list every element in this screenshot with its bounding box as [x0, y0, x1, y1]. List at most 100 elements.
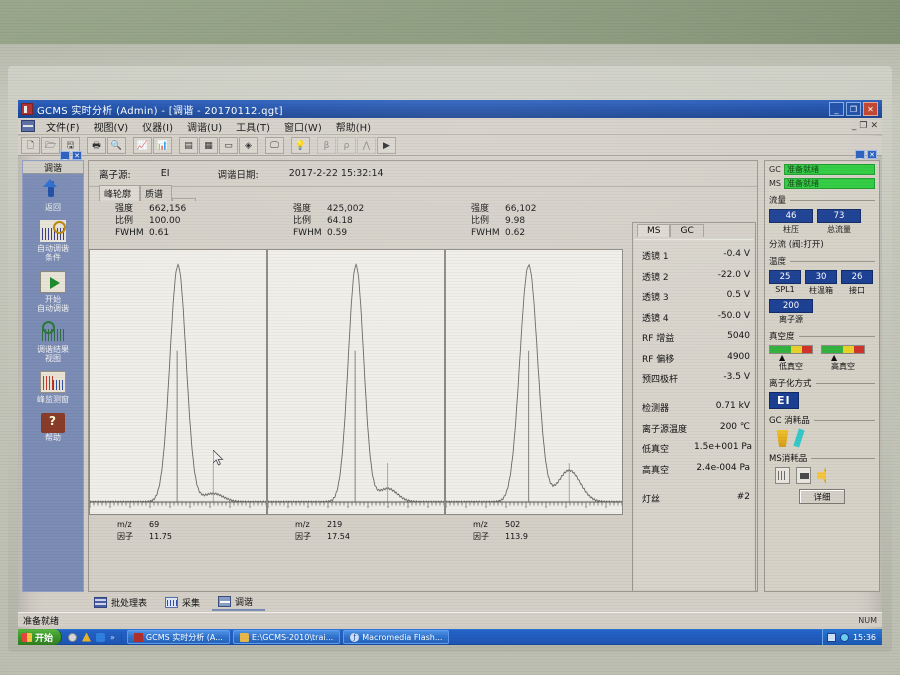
chromatogram-icon[interactable]: 📈	[133, 137, 152, 154]
gc-status-row: GC 准备就绪	[769, 164, 875, 175]
profile-tabstrip: 峰轮廓 质谱	[89, 185, 757, 201]
menu-item-help[interactable]: 帮助(H)	[335, 122, 372, 134]
vial-icon[interactable]	[776, 430, 789, 447]
param-value: 4900	[727, 351, 750, 362]
ie-icon[interactable]	[68, 632, 78, 642]
field-label: 总流量	[827, 225, 851, 234]
stat-key: FWHM	[115, 228, 144, 238]
tune-header: 离子源: EI 调谐日期: 2017-2-22 15:32:14	[89, 161, 757, 187]
detail-button[interactable]: 详细	[799, 489, 845, 504]
auto-tune-condition-icon	[40, 220, 66, 243]
tab-peak-profile[interactable]: 峰轮廓	[99, 185, 141, 201]
panel-window-icon[interactable]: ▭	[219, 137, 238, 154]
temp-field-spl1: 25 SPL1	[769, 270, 801, 296]
stat-key: 强度	[471, 204, 490, 214]
mdi-close-button[interactable]: ✕	[870, 121, 878, 131]
tab-mass-spectrum[interactable]: 质谱	[140, 185, 173, 201]
factor-label: 因子	[473, 532, 489, 541]
sidebar-close-button[interactable]: ✕	[72, 151, 82, 160]
sidebar-item-help[interactable]: 帮助	[23, 408, 83, 445]
taskbar-item-flash[interactable]: ƒ Macromedia Flash...	[343, 630, 450, 644]
peak-plot-2[interactable]	[267, 249, 445, 515]
minimize-button[interactable]: _	[829, 102, 844, 116]
gauge-pointer: ▲	[779, 353, 786, 362]
mdi-restore-button[interactable]: ❐	[859, 121, 868, 131]
flow-field-pressure: 46 柱压	[769, 209, 813, 235]
menu-item-file[interactable]: 文件(F)	[46, 122, 80, 134]
menu-item-window[interactable]: 窗口(W)	[284, 122, 322, 134]
sidebar-item-label: 帮助	[45, 432, 61, 442]
mz-value: 219	[327, 520, 343, 529]
sidebar-item-auto-tune-condition[interactable]: 自动调谐 条件	[23, 215, 83, 265]
volume-icon[interactable]	[839, 632, 849, 642]
sidebar-item-start-auto-tune[interactable]: 开始 自动调谐	[23, 266, 83, 316]
close-button[interactable]: ✕	[863, 102, 878, 116]
param-key: 灯丝	[642, 494, 661, 505]
ms-consumables-section: MS消耗品	[769, 452, 875, 484]
save-file-icon[interactable]: 🖫	[61, 137, 80, 154]
status-panel-minimize-button[interactable]: _	[855, 150, 865, 159]
menu-item-tune[interactable]: 调谐(U)	[186, 122, 223, 134]
param-key: RF 增益	[642, 334, 675, 344]
gcms-app-icon	[133, 632, 143, 642]
mdi-minimize-button[interactable]: _	[851, 121, 857, 131]
mz-value: 69	[149, 520, 160, 529]
sidebar-item-back[interactable]: 返回	[23, 174, 83, 215]
status-panel-close-button[interactable]: ✕	[867, 150, 877, 159]
network-icon[interactable]	[826, 632, 836, 642]
panel-table-icon[interactable]: ▦	[199, 137, 218, 154]
menu-item-instrument[interactable]: 仪器(I)	[142, 122, 173, 134]
start-button[interactable]: 开始	[18, 629, 63, 645]
bottom-tab-tune[interactable]: 调谐	[212, 594, 266, 611]
menu-item-view[interactable]: 视图(V)	[93, 122, 129, 134]
system-tray: 15:36	[821, 629, 882, 645]
detector-icon[interactable]	[796, 467, 811, 484]
sidebar-item-tune-result-view[interactable]: 调谐结果 视图	[23, 316, 83, 366]
spectrum-icon[interactable]: 📊	[153, 137, 172, 154]
run-icon[interactable]: ▶	[377, 137, 396, 154]
peak-icon[interactable]: ⋀	[357, 137, 376, 154]
param-value: 200 ℃	[719, 421, 750, 432]
field-value: 73	[817, 209, 861, 223]
gauge-label: 低真空	[779, 362, 803, 371]
taskbar-item-label: GCMS 实时分析 (A...	[145, 632, 223, 642]
media-icon[interactable]	[96, 632, 106, 642]
stat-value: 425,002	[327, 204, 365, 214]
ms-parameters-list: 透镜 1 -0.4 V 透镜 2 -22.0 V 透镜 3 0.5 V 透镜 4 -50…	[634, 239, 754, 589]
toolbar: 🗋 🗁 🖫 🖶 🔍 📈 📊 ▤ ▦ ▭ ◈ 🖵 💡 β ρ ⋀ ▶	[18, 136, 882, 156]
tab-ms[interactable]: MS	[637, 224, 671, 237]
step4-icon[interactable]: ρ	[337, 137, 356, 154]
param-key: 透镜 1	[642, 252, 669, 262]
panel-left-icon[interactable]: ▤	[179, 137, 198, 154]
window-controls: _ ❐ ✕	[829, 102, 879, 116]
tab-gc[interactable]: GC	[670, 224, 704, 237]
snapshot-icon[interactable]: ◈	[239, 137, 258, 154]
syringe-icon[interactable]	[793, 428, 805, 448]
sidebar-item-peak-monitor[interactable]: 峰监测窗	[23, 366, 83, 407]
peak-plot-1[interactable]	[89, 249, 267, 515]
tune-lamp-icon[interactable]: 💡	[291, 137, 310, 154]
new-file-icon[interactable]: 🗋	[21, 137, 40, 154]
taskbar-tasks: GCMS 实时分析 (A... E:\GCMS-2010\trai... ƒ M…	[122, 630, 450, 644]
mdi-document-icon	[21, 120, 35, 132]
print-icon[interactable]: 🖶	[87, 137, 106, 154]
filament-icon[interactable]	[817, 467, 826, 484]
chevron-right-icon[interactable]: »	[110, 632, 115, 642]
peak-profile-area: 强度 662,156 比例 100.00 FWHM 0.61 m/z 69 因子 11.7…	[89, 203, 757, 591]
taskbar-item-gcms[interactable]: GCMS 实时分析 (A...	[126, 630, 230, 644]
taskbar-item-folder[interactable]: E:\GCMS-2010\trai...	[232, 630, 341, 644]
warning-icon[interactable]	[82, 632, 92, 642]
bottom-tab-batch-table[interactable]: 批处理表	[88, 595, 159, 610]
peak-plot-3[interactable]	[445, 249, 623, 515]
step3-icon[interactable]: β	[317, 137, 336, 154]
sidebar-minimize-button[interactable]: _	[60, 151, 70, 160]
menu-item-tools[interactable]: 工具(T)	[236, 122, 271, 134]
param-key: 透镜 4	[642, 313, 669, 324]
sidebar-caption: 调谐	[23, 161, 83, 174]
monitor-icon[interactable]: 🖵	[265, 137, 284, 154]
column-icon[interactable]	[775, 467, 790, 484]
open-file-icon[interactable]: 🗁	[41, 137, 60, 154]
bottom-tab-acquisition[interactable]: 采集	[159, 595, 212, 610]
maximize-button[interactable]: ❐	[846, 102, 861, 116]
print-preview-icon[interactable]: 🔍	[107, 137, 126, 154]
